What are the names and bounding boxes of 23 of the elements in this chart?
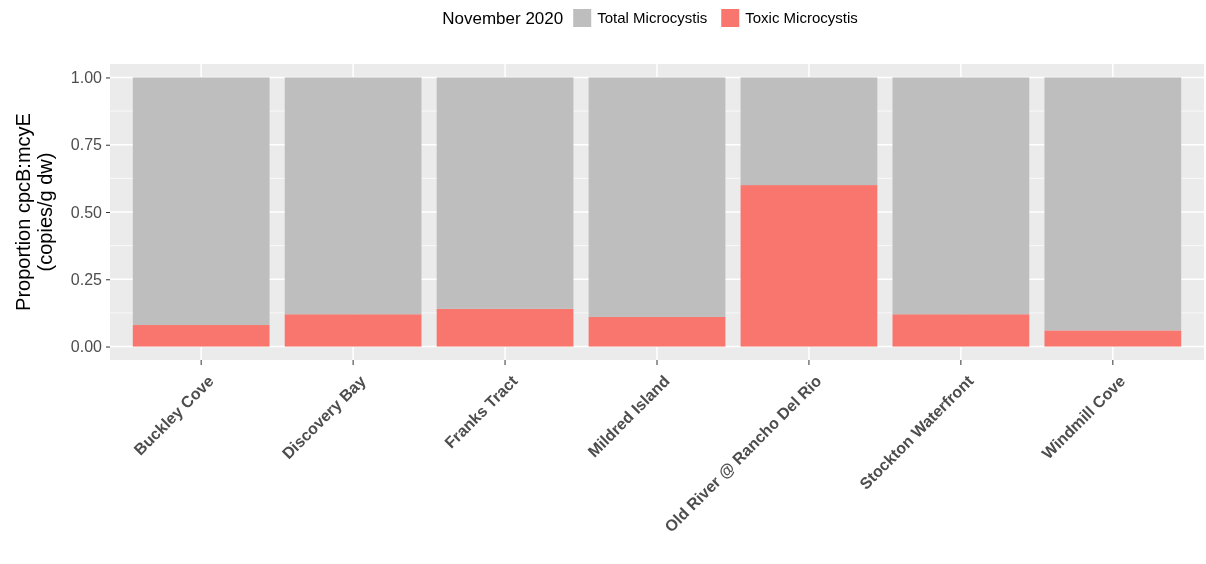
bar [1044,330,1182,347]
bar [588,316,726,347]
legend-label: Total Microcystis [597,9,708,26]
bar [740,185,878,347]
bar [132,77,270,326]
bar [132,325,270,347]
y-tick-label: 1.00 [70,69,103,87]
y-axis-title: Proportion cpcB:mcyE (copies/g dw) [12,113,56,311]
bar [892,314,1030,347]
bar [284,77,422,315]
bar [588,77,726,317]
legend-title: November 2020 [442,9,564,28]
bar [436,308,574,347]
bar [1044,77,1182,331]
y-tick-label: 0.00 [70,338,103,356]
bar [436,77,574,309]
y-tick-label: 0.25 [70,270,103,288]
bar [892,77,1030,315]
y-tick-label: 0.50 [70,203,103,221]
legend-label: Toxic Microcystis [745,9,858,26]
y-tick-label: 0.75 [70,136,103,154]
bar [740,77,878,186]
bar [284,314,422,347]
